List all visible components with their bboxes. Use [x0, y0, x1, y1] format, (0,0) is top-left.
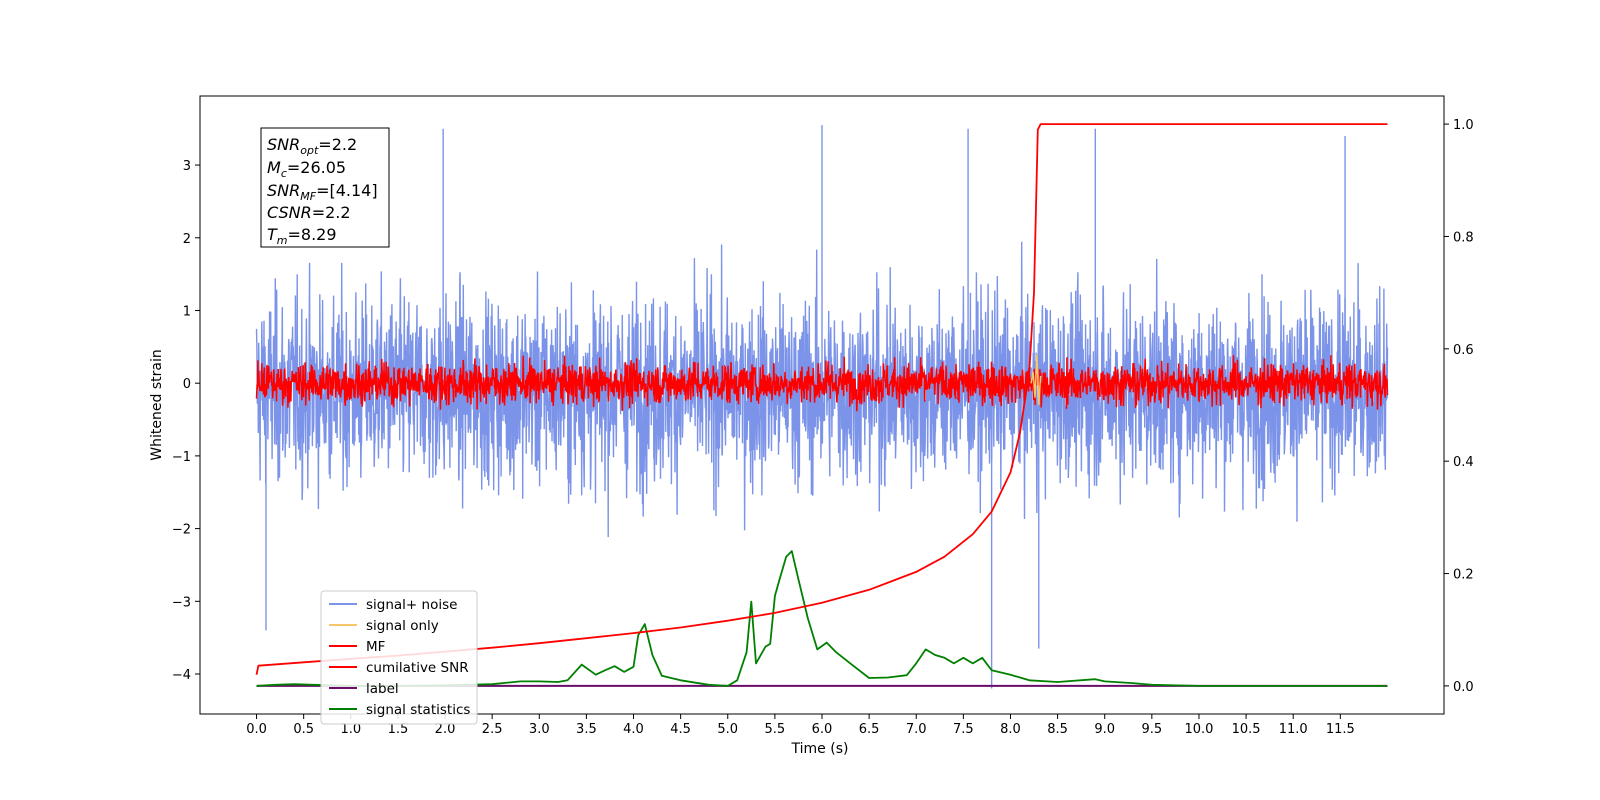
- info-csnr: CSNR=2.2: [267, 203, 351, 222]
- x-tick-label: 10.5: [1232, 722, 1261, 737]
- x-tick-label: 5.5: [765, 722, 786, 737]
- series-line-mf: [255, 355, 1389, 412]
- x-tick-label: 3.5: [576, 722, 597, 737]
- y-tick-label: 0: [183, 377, 191, 392]
- x-tick-label: 2.5: [482, 722, 503, 737]
- info-box: SNRopt=2.2 Mc=26.05 SNRMF=[4.14] CSNR=2.…: [260, 127, 390, 248]
- x-axis-label: Time (s): [791, 741, 849, 757]
- x-tick-label: 4.5: [670, 722, 691, 737]
- y-axis-left: −4 −3 −2 −1 0 1 2 3: [172, 159, 200, 683]
- legend-label-cumulative-snr: cumilative SNR: [366, 660, 469, 676]
- y2-tick-label: 0.8: [1453, 230, 1474, 245]
- x-tick-label: 7.0: [906, 722, 927, 737]
- x-tick-label: 11.5: [1326, 722, 1355, 737]
- legend-label-label: label: [366, 681, 399, 697]
- legend-label-signal-noise: signal+ noise: [366, 597, 457, 613]
- y-axis-label: Whitened strain: [149, 349, 165, 460]
- series-line-signal-statistics: [256, 550, 1388, 687]
- legend-label-mf: MF: [366, 639, 385, 655]
- x-tick-label: 7.5: [953, 722, 974, 737]
- y-axis-right: 0.0 0.2 0.4 0.6 0.8 1.0: [1444, 118, 1474, 695]
- y2-tick-label: 0.4: [1453, 455, 1474, 470]
- info-snr-mf: SNRMF=[4.14]: [267, 181, 378, 203]
- info-tm: Tm=8.29: [267, 225, 337, 247]
- x-tick-label: 8.0: [1000, 722, 1021, 737]
- y-tick-label: −2: [172, 523, 191, 538]
- y-tick-label: 2: [183, 232, 191, 247]
- x-tick-label: 9.0: [1094, 722, 1115, 737]
- x-tick-label: 1.0: [340, 722, 361, 737]
- x-tick-label: 5.0: [717, 722, 738, 737]
- y-tick-label: −4: [172, 668, 191, 683]
- y2-tick-label: 0.0: [1453, 680, 1474, 695]
- x-tick-label: 11.0: [1279, 722, 1308, 737]
- y-tick-label: −1: [172, 450, 191, 465]
- y-tick-label: 1: [183, 304, 191, 319]
- x-tick-label: 8.5: [1047, 722, 1068, 737]
- x-tick-label: 9.5: [1142, 722, 1163, 737]
- x-tick-label: 2.0: [435, 722, 456, 737]
- legend-label-signal-only: signal only: [366, 618, 439, 634]
- y2-tick-label: 0.2: [1453, 568, 1474, 583]
- legend-frame: [320, 590, 478, 725]
- x-axis: 0.0 0.5 1.0 1.5 2.0 2.5 3.0 3.5 4.0 4.5 5.0 5.5 6.0 6…: [246, 714, 1355, 737]
- x-tick-label: 10.0: [1184, 722, 1213, 737]
- series-line-signal-only: [1030, 354, 1042, 406]
- info-box-frame: [260, 127, 390, 248]
- x-tick-label: 1.5: [388, 722, 409, 737]
- legend: signal+ noise signal only MF cumilative …: [320, 590, 478, 725]
- info-snr-opt: SNRopt=2.2: [267, 135, 357, 157]
- y-tick-label: −3: [172, 595, 191, 610]
- y2-tick-label: 1.0: [1453, 118, 1474, 133]
- x-tick-label: 3.0: [529, 722, 550, 737]
- x-tick-label: 0.5: [293, 722, 314, 737]
- info-chirp-mass: Mc=26.05: [267, 158, 346, 180]
- legend-label-signal-statistics: signal statistics: [366, 702, 470, 718]
- x-tick-label: 0.0: [246, 722, 267, 737]
- x-tick-label: 6.5: [859, 722, 880, 737]
- y2-tick-label: 0.6: [1453, 343, 1474, 358]
- x-tick-label: 6.0: [812, 722, 833, 737]
- y-tick-label: 3: [183, 159, 191, 174]
- x-tick-label: 4.0: [623, 722, 644, 737]
